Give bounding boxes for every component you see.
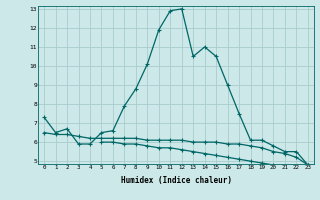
X-axis label: Humidex (Indice chaleur): Humidex (Indice chaleur) — [121, 176, 231, 185]
